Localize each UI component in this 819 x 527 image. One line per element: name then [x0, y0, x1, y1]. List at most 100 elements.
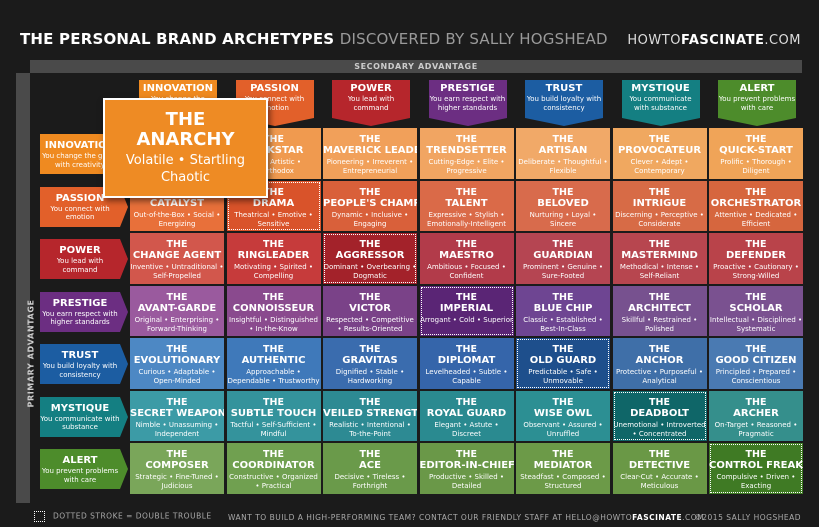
archetype-name: COMPOSER — [145, 460, 209, 471]
row-header-desc: You build loyalty with consistency — [42, 362, 118, 379]
archetype-the: THE — [263, 239, 284, 250]
archetype-traits: Proactive • Cautionary • Strong-Willed — [713, 263, 799, 280]
archetype-the: THE — [359, 344, 381, 355]
row-header-desc: You change the game with creativity — [42, 152, 118, 169]
column-header-desc: You lead with command — [347, 95, 395, 112]
footer-cta-suffix: .COM — [682, 513, 705, 522]
archetype-the: THE — [649, 239, 670, 250]
anarchy-the: THE — [165, 109, 206, 130]
archetype-name: CONNOISSEUR — [232, 302, 315, 314]
archetype-the: THE — [649, 134, 670, 145]
archetype-traits: Constructive • Organized • Practical — [229, 473, 318, 490]
archetype-the: THE — [649, 291, 670, 303]
column-header-name: ALERT — [739, 83, 775, 94]
archetype-cell: THE ARCHER On-Target • Reasoned • Pragmati… — [709, 390, 803, 441]
archetype-name: OLD GUARD — [529, 355, 597, 366]
archetype-cell: THE VICTOR Respected • Competitive • Resul… — [323, 285, 417, 336]
archetype-traits: Original • Enterprising • Forward-Thinki… — [134, 315, 220, 333]
archetype-name: AGGRESSOR — [335, 250, 405, 261]
archetype-the: THE — [552, 186, 574, 198]
archetype-name: BLUE CHIP — [533, 302, 593, 314]
archetype-the: THE — [166, 344, 188, 355]
archetype-name: TRENDSETTER — [426, 145, 507, 156]
row-header-trust: TRUST You build loyalty with consistency — [40, 344, 128, 384]
archetype-cell: THE EVOLUTIONARY Curious • Adaptable • Ope… — [130, 338, 224, 389]
archetype-traits: Discerning • Perceptive • Considerate — [615, 210, 704, 228]
archetype-name: GUARDIAN — [533, 250, 593, 261]
archetype-traits: Protective • Purposeful • Analytical — [615, 368, 703, 385]
archetype-the: THE — [456, 449, 477, 460]
column-header-prestige: PRESTIGE You earn respect with higher sta… — [428, 80, 507, 126]
archetype-cell: THE SCHOLAR Intellectual • Disciplined • S… — [709, 285, 803, 336]
archetype-name: CONTROL FREAK — [709, 460, 803, 471]
archetype-the: THE — [649, 449, 670, 460]
archetype-traits: Tactful • Self-Sufficient • Mindful — [230, 420, 317, 438]
archetype-traits: Pioneering • Irreverent • Entrepreneuria… — [326, 158, 414, 175]
column-header-desc: You build loyalty with consistency — [526, 95, 602, 112]
archetype-traits: Observant • Assured • Unruffled — [523, 420, 603, 438]
archetype-name: QUICK-START — [719, 145, 793, 156]
archetype-traits: Steadfast • Composed • Structured — [520, 473, 606, 490]
archetype-cell: THE CHANGE AGENT Inventive • Untraditional… — [130, 233, 224, 284]
footer-cta[interactable]: WANT TO BUILD A HIGH-PERFORMING TEAM? CO… — [228, 513, 704, 522]
archetype-traits: Strategic • Fine-Tuned • Judicious — [135, 473, 219, 490]
archetype-the: THE — [166, 396, 188, 408]
row-header-name: PASSION — [55, 192, 105, 204]
primary-advantage-label: PRIMARY ADVANTAGE — [26, 299, 36, 408]
row-header-desc: You connect with emotion — [50, 204, 110, 222]
row-header-name: MYSTIQUE — [50, 402, 110, 414]
footer-cta-bold: FASCINATE — [632, 513, 683, 522]
archetype-traits: Dominant • Overbearing • Dogmatic — [323, 263, 417, 280]
row-header-desc: You communicate with substance — [40, 414, 120, 432]
archetype-cell: THE AGGRESSOR Dominant • Overbearing • Dog… — [323, 233, 417, 284]
archetype-name: RINGLEADER — [237, 250, 310, 261]
archetype-name: MEDIATOR — [533, 460, 593, 471]
archetype-name: VEILED STRENGTH — [323, 407, 417, 419]
column-header-desc: You prevent problems with care — [718, 95, 796, 112]
archetype-cell: THE MASTERMIND Methodical • Intense • Self… — [612, 233, 707, 284]
archetype-cell: THE ARTISAN Deliberate • Thoughtful • Flex… — [516, 128, 610, 179]
column-header-name: PASSION — [250, 83, 299, 94]
archetype-cell: THE ROYAL GUARD Elegant • Astute • Discree… — [419, 390, 514, 441]
archetype-cell: THE MAESTRO Ambitious • Focused • Confiden… — [419, 233, 514, 284]
archetype-name: GRAVITAS — [342, 355, 398, 366]
archetype-traits: Classic • Established • Best-In-Class — [523, 315, 603, 333]
site-prefix: HOWTO — [627, 33, 681, 48]
footer-legend-text: DOTTED STROKE = DOUBLE TROUBLE — [53, 511, 212, 521]
archetype-traits: Unemotional • Introverted • Concentrated — [613, 420, 706, 438]
row-header-name: PRESTIGE — [52, 297, 108, 309]
row-header-name: ALERT — [62, 455, 98, 466]
archetype-cell: THE EDITOR-IN-CHIEF Productive • Skilled •… — [419, 443, 514, 494]
archetype-cell: THE OLD GUARD Predictable • Safe • Unmovab… — [516, 338, 610, 389]
archetype-name: DETECTIVE — [628, 460, 691, 471]
archetype-name: AUTHENTIC — [241, 355, 306, 366]
archetype-name: CHANGE AGENT — [132, 250, 222, 261]
archetype-cell: THE TALENT Expressive • Stylish • Emotiona… — [419, 180, 514, 231]
archetype-name: PEOPLE'S CHAMPION — [323, 197, 417, 209]
archetype-the: THE — [552, 239, 574, 250]
archetype-traits: Motivating • Spirited • Compelling — [233, 263, 314, 280]
archetype-cell: THE CONNOISSEUR Insightful • Distinguished… — [226, 285, 321, 336]
archetype-traits: Methodical • Intense • Self-Reliant — [619, 263, 700, 280]
archetype-name: BELOVED — [537, 197, 589, 209]
archetype-cell: THE DEADBOLT Unemotional • Introverted • C… — [612, 390, 707, 441]
archetype-the: THE — [456, 344, 477, 355]
archetype-the: THE — [359, 186, 381, 198]
site-link[interactable]: HOWTOFASCINATE.COM — [627, 33, 801, 48]
archetype-the: THE — [263, 186, 284, 198]
footer-cta-prefix: WANT TO BUILD A HIGH-PERFORMING TEAM? CO… — [228, 513, 633, 522]
archetype-name: ANCHOR — [635, 355, 684, 366]
archetype-traits: Curious • Adaptable • Open-Minded — [138, 368, 216, 385]
footer: DOTTED STROKE = DOUBLE TROUBLE WANT TO B… — [0, 506, 819, 527]
archetype-traits: Compulsive • Driven • Exacting — [716, 473, 796, 490]
anarchy-name: ANARCHY — [136, 129, 235, 150]
archetype-the: THE — [745, 239, 767, 250]
archetype-cell: THE TRENDSETTER Cutting-Edge • Elite • Pro… — [419, 128, 514, 179]
archetype-cell: THE DETECTIVE Clear-Cut • Accurate • Metic… — [612, 443, 707, 494]
archetype-the: THE — [166, 239, 188, 250]
archetype-cell: THE IMPERIAL Arrogant • Cold • Superior — [419, 285, 514, 336]
archetype-traits: Dignified • Stable • Hardworking — [335, 368, 405, 385]
row-header-name: INNOVATION — [44, 140, 116, 151]
archetype-name: WISE OWL — [533, 407, 593, 419]
